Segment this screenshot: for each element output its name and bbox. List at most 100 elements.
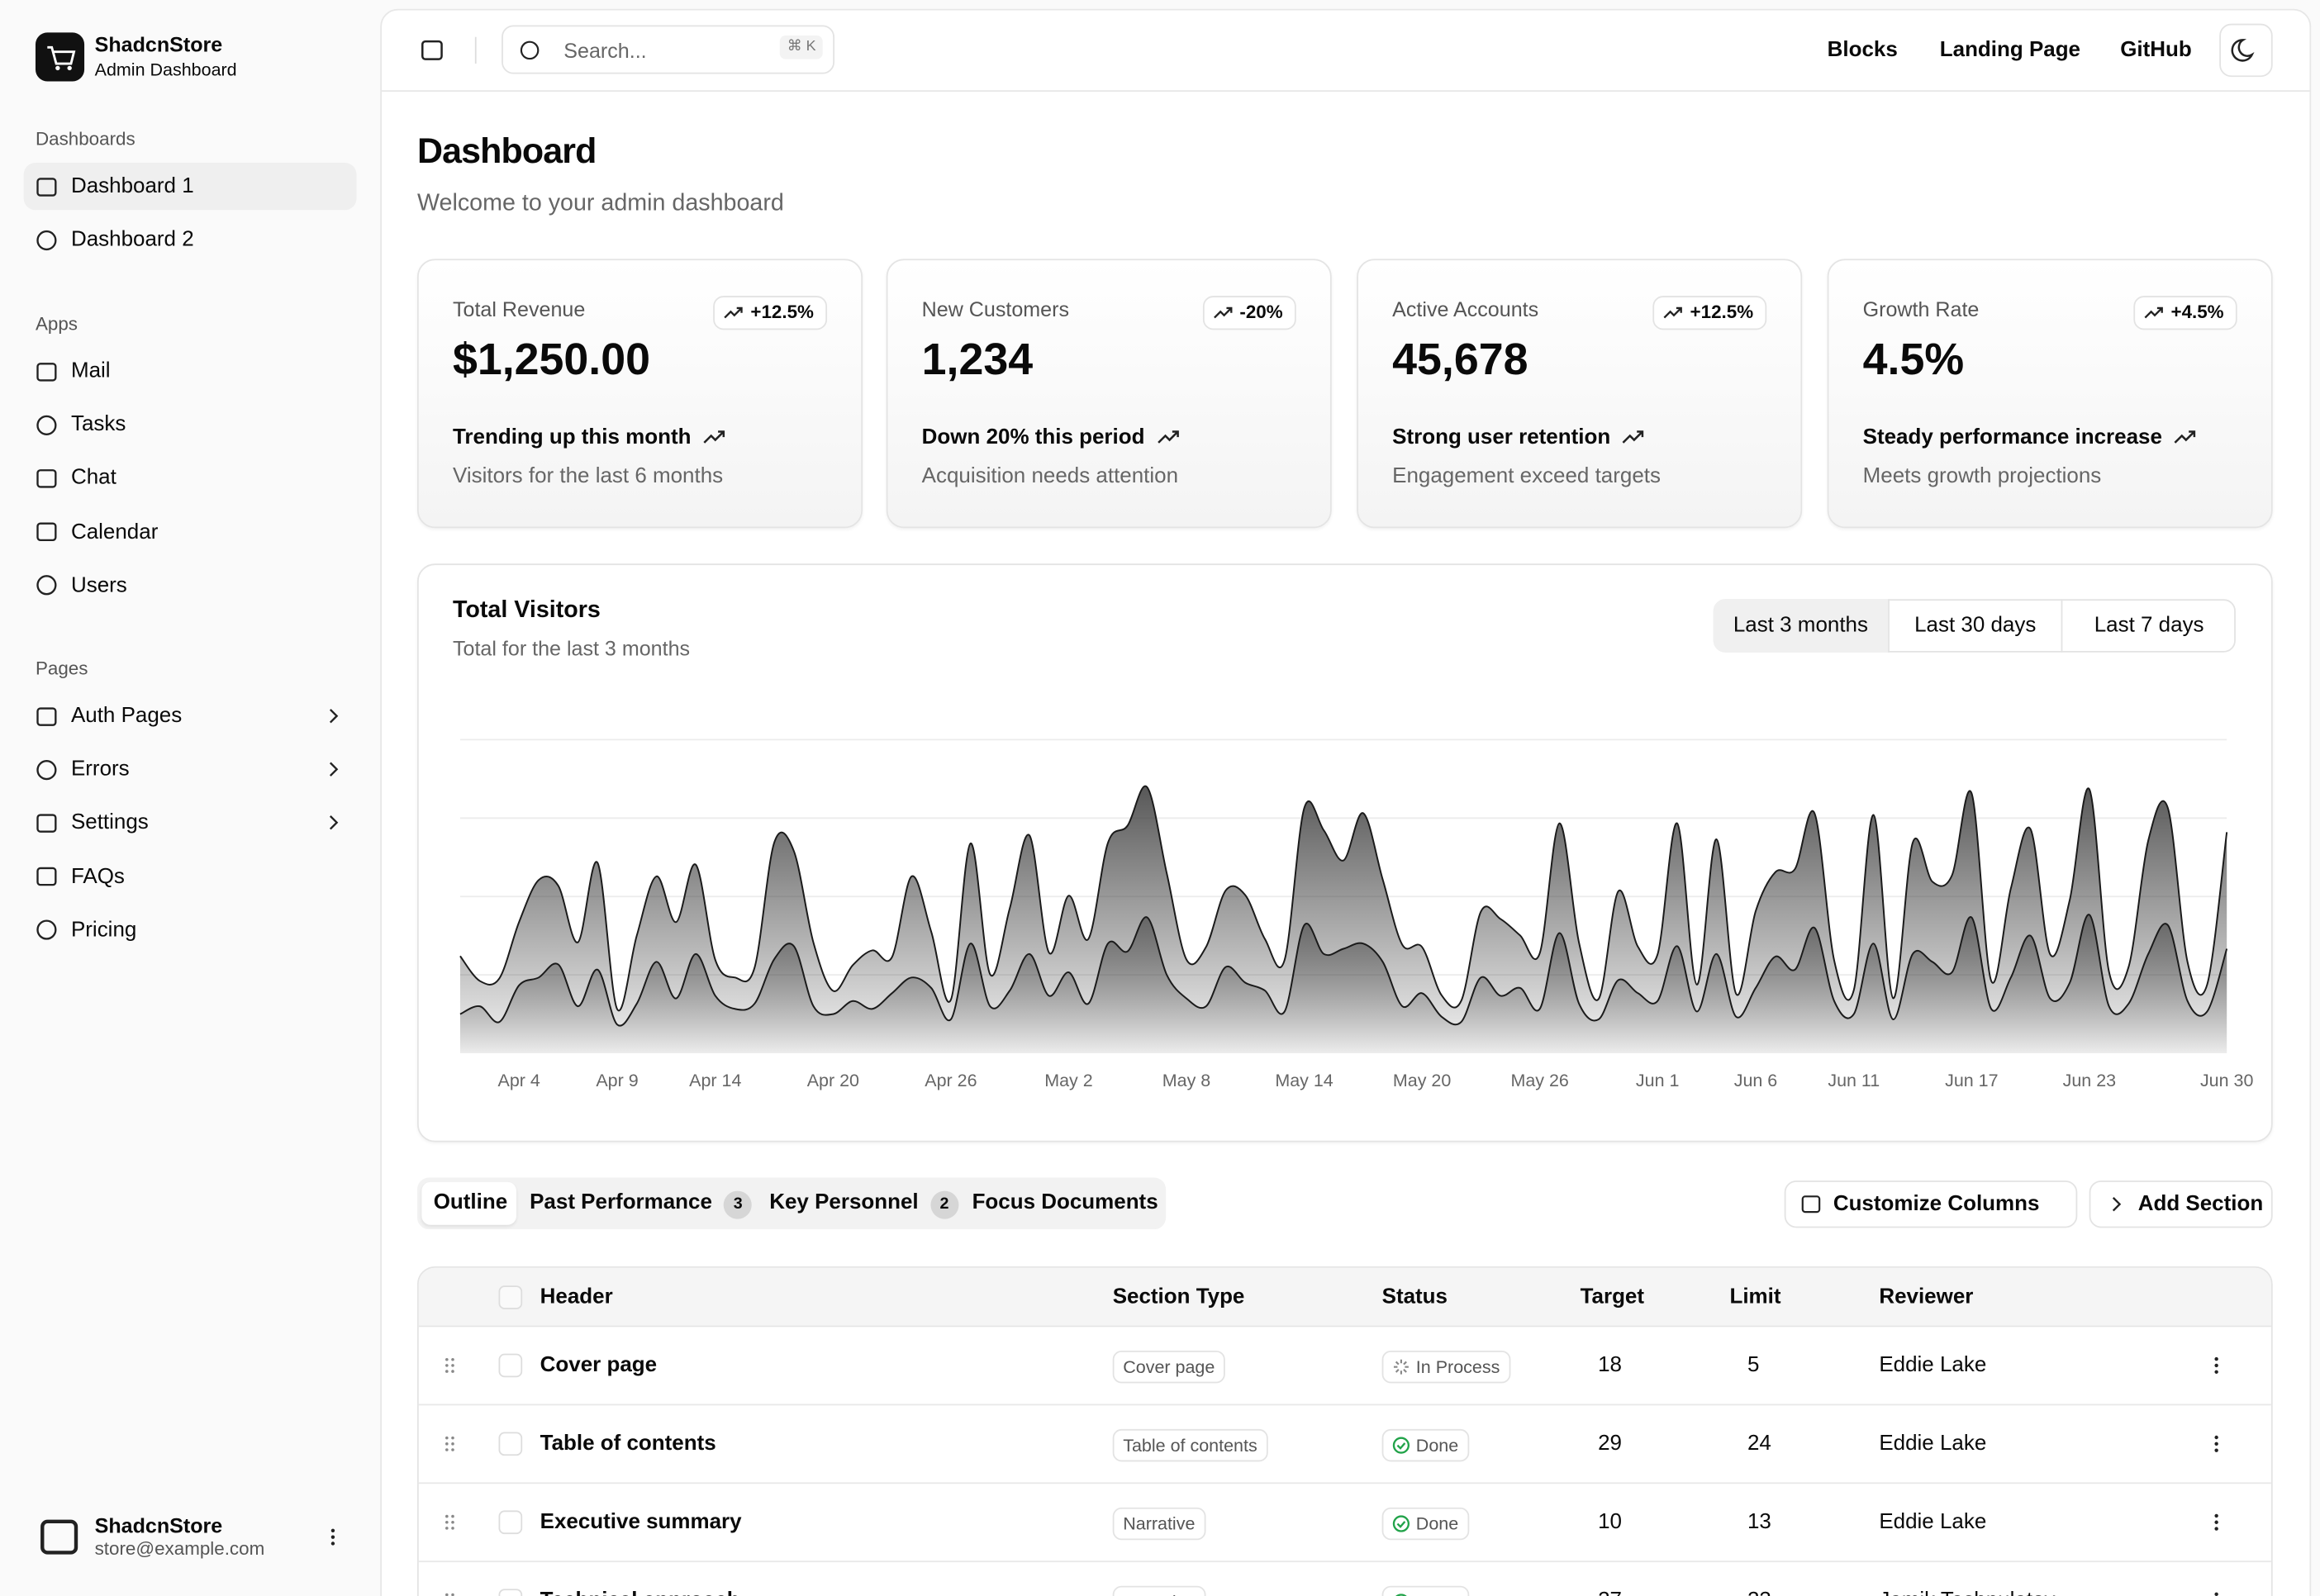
header-link[interactable]: Landing Page <box>1939 38 2081 63</box>
icon <box>2206 1433 2227 1454</box>
header-link[interactable]: Blocks <box>1827 38 1898 63</box>
x-tick-label: Apr 14 <box>689 1071 741 1090</box>
status-badge: Done <box>1381 1428 1469 1462</box>
x-tick-label: May 14 <box>1275 1071 1333 1090</box>
header-link[interactable]: GitHub <box>2120 38 2192 63</box>
icon-part <box>2214 1513 2218 1518</box>
icon-part <box>445 1442 449 1446</box>
nav-item[interactable]: FAQs <box>70 864 125 889</box>
nav-item[interactable]: Auth Pages <box>70 704 183 729</box>
cell-limit: 24 <box>1747 1432 1771 1456</box>
checkbox[interactable] <box>498 1353 523 1378</box>
icon-part <box>703 430 725 443</box>
cell-target: 10 <box>1598 1510 1622 1535</box>
status-badge: Done <box>1381 1585 1469 1596</box>
nav-item[interactable]: Users <box>70 573 127 598</box>
section-badge: Narrative <box>1112 1585 1205 1596</box>
range-option[interactable]: Last 30 days <box>1888 599 2061 653</box>
nav-item[interactable]: Calendar <box>70 520 159 544</box>
tab[interactable]: Key Personnel 2 <box>758 1182 959 1225</box>
icon-part <box>445 1357 449 1361</box>
icon-part <box>36 230 57 250</box>
icon <box>322 705 343 726</box>
cell-reviewer: Eddie Lake <box>1879 1353 1987 1378</box>
icon-part <box>36 362 57 381</box>
card-label: Active Accounts <box>1392 297 1539 321</box>
nav-item[interactable]: Mail <box>70 359 111 383</box>
action-button[interactable] <box>1784 1180 2078 1228</box>
icon-part <box>2214 1370 2218 1374</box>
icon-part <box>1396 1521 1406 1528</box>
nav-item[interactable]: Settings <box>70 811 149 835</box>
column-header: Status <box>1381 1285 1448 1309</box>
icon <box>2206 1512 2227 1532</box>
icon-part <box>451 1442 454 1446</box>
x-tick-label: Jun 1 <box>1636 1071 1680 1090</box>
icon-part <box>2144 306 2164 319</box>
drag-handle <box>442 1592 457 1596</box>
theme-toggle[interactable] <box>2219 23 2273 78</box>
drag-handle <box>442 1356 457 1374</box>
range-option[interactable]: Last 3 months <box>1713 599 1889 653</box>
tab[interactable]: Outline <box>421 1181 516 1225</box>
icon-part <box>445 1527 449 1530</box>
icon-part <box>2231 39 2255 62</box>
icon-part <box>36 415 57 435</box>
badge-icon <box>724 303 744 322</box>
tab[interactable]: Focus Documents <box>960 1182 1160 1225</box>
checkbox[interactable] <box>498 1432 523 1456</box>
nav-item[interactable]: Dashboard 1 <box>70 174 194 198</box>
divider <box>474 36 477 64</box>
icon-part <box>36 814 57 833</box>
icon-part <box>421 40 443 60</box>
icon <box>36 866 58 888</box>
icon-part <box>451 1436 454 1440</box>
icon-part <box>1158 430 1179 443</box>
table <box>417 1266 2273 1596</box>
nav-item[interactable]: Pricing <box>70 918 137 943</box>
tab-list <box>417 1177 1167 1230</box>
icon-part <box>330 1528 335 1546</box>
icon-part <box>36 362 57 381</box>
icon-part <box>40 1519 78 1555</box>
icon-part <box>1393 1359 1409 1375</box>
icon-part <box>1213 306 1233 319</box>
icon-part <box>2174 430 2196 443</box>
icon-part <box>445 1436 454 1451</box>
nav-item[interactable]: Chat <box>70 466 116 491</box>
icon-part <box>2214 1527 2218 1531</box>
card-value: 1,234 <box>921 335 1034 385</box>
card-label: Growth Rate <box>1862 297 1980 321</box>
icon-part <box>36 177 57 196</box>
range-option[interactable]: Last 7 days <box>2061 599 2236 653</box>
column-header: Target <box>1580 1285 1645 1309</box>
icon-part <box>329 762 339 777</box>
icon-part <box>36 415 57 435</box>
nav-item[interactable]: Tasks <box>70 412 126 437</box>
status-badge: In Process <box>1381 1351 1510 1384</box>
icon-part <box>2214 1435 2218 1452</box>
icon-part <box>445 1436 449 1440</box>
icon <box>1800 1194 1821 1214</box>
checkbox[interactable] <box>498 1589 523 1596</box>
brand: ShadcnStore <box>94 32 223 57</box>
tab[interactable]: Past Performance 3 <box>518 1182 753 1225</box>
action-button[interactable] <box>2089 1180 2273 1228</box>
nav-item[interactable]: Dashboard 2 <box>70 228 194 252</box>
header-divider <box>382 90 2310 93</box>
icon-part <box>36 706 57 726</box>
cell-target: 29 <box>1598 1432 1622 1456</box>
status-icon <box>1392 1594 1410 1596</box>
badge-icon <box>1663 303 1683 322</box>
tab-count: 2 <box>929 1190 959 1219</box>
icon-part <box>451 1448 454 1451</box>
search-box[interactable] <box>502 25 835 74</box>
card-note: Visitors for the last 6 months <box>452 464 724 488</box>
checkbox[interactable] <box>498 1510 523 1535</box>
icon-part <box>2231 39 2255 62</box>
icon <box>1622 425 1644 448</box>
icon-part <box>445 1593 449 1596</box>
table-head <box>418 1267 2271 1328</box>
nav-item[interactable]: Errors <box>70 758 130 781</box>
icon-part <box>1393 1359 1409 1375</box>
